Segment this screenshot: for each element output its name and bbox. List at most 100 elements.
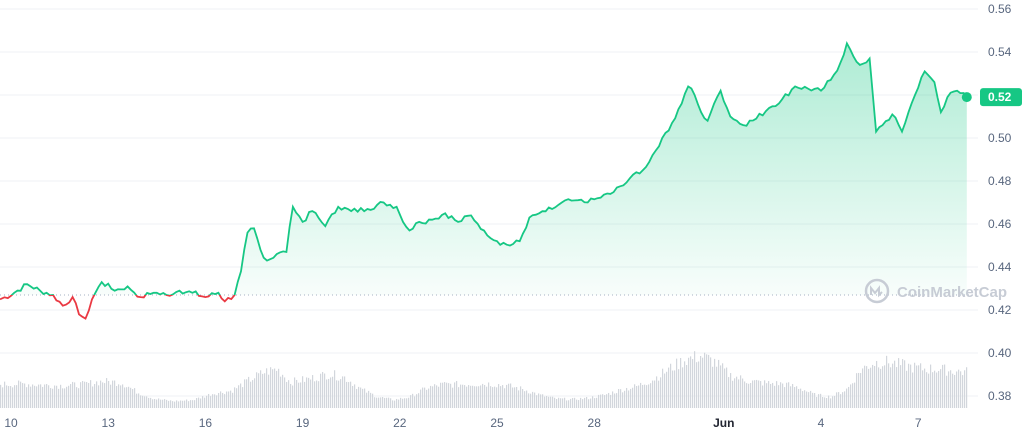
volume-bar <box>860 373 862 408</box>
x-axis: 10 13 16 19 22 25 28 Jun 4 7 <box>4 416 922 430</box>
volume-bar <box>786 382 788 408</box>
volume-bar <box>674 370 676 408</box>
volume-bar <box>478 386 480 408</box>
volume-bar <box>430 385 432 408</box>
volume-bar <box>794 387 796 408</box>
volume-bar <box>218 392 220 408</box>
volume-bar <box>962 375 964 408</box>
volume-bar <box>166 399 168 408</box>
volume-bar <box>50 388 52 408</box>
volume-bar <box>368 390 370 408</box>
volume-bar <box>160 399 162 408</box>
volume-bar <box>338 380 340 408</box>
volume-bar <box>534 392 536 408</box>
volume-bar <box>802 391 804 408</box>
volume-bar <box>4 381 6 408</box>
volume-bar <box>34 385 36 408</box>
volume-bar <box>760 381 762 408</box>
x-tick-label: 10 <box>4 416 18 430</box>
volume-bar <box>406 398 408 408</box>
volume-bar <box>344 376 346 408</box>
volume-bar <box>92 386 94 408</box>
volume-bar <box>220 391 222 408</box>
volume-bar <box>134 388 136 408</box>
volume-bar <box>258 373 260 408</box>
volume-bar <box>770 383 772 408</box>
volume-bar <box>116 386 118 408</box>
volume-bar <box>654 380 656 408</box>
volume-bar <box>484 384 486 408</box>
volume-bar <box>728 377 730 408</box>
volume-bar <box>472 385 474 408</box>
volume-bar <box>906 370 908 408</box>
volume-bar <box>814 393 816 408</box>
volume-bar <box>678 369 680 408</box>
volume-bar <box>942 364 944 408</box>
volume-bar <box>518 390 520 408</box>
volume-bar <box>18 380 20 408</box>
volume-bar <box>180 400 182 408</box>
current-price-label: 0.52 <box>988 90 1012 104</box>
volume-bar <box>626 387 628 408</box>
volume-bar <box>2 387 4 408</box>
volume-bar <box>746 383 748 408</box>
volume-bar <box>856 373 858 408</box>
volume-bar <box>376 397 378 408</box>
watermark-text: CoinMarketCap <box>897 284 1007 301</box>
volume-bar <box>806 391 808 408</box>
volume-bar <box>772 382 774 408</box>
volume-bar <box>350 381 352 408</box>
volume-bar <box>610 394 612 408</box>
volume-bar <box>384 397 386 408</box>
volume-bar <box>330 377 332 408</box>
volume-bar <box>342 376 344 408</box>
volume-bar <box>196 398 198 408</box>
volume-bar <box>14 385 16 408</box>
volume-bar <box>370 392 372 408</box>
volume-bar <box>872 364 874 408</box>
volume-bar <box>946 375 948 408</box>
volume-bar <box>536 395 538 408</box>
volume-bar <box>884 365 886 408</box>
volume-bar <box>392 400 394 408</box>
volume-bar <box>56 385 58 408</box>
volume-bar <box>412 393 414 408</box>
volume-bar <box>826 397 828 408</box>
volume-bar <box>904 360 906 408</box>
volume-bar <box>408 397 410 408</box>
volume-bar <box>238 385 240 408</box>
y-tick-label: 0.50 <box>988 131 1012 145</box>
volume-bar <box>726 367 728 408</box>
volume-bar <box>930 364 932 408</box>
volume-bar <box>100 380 102 408</box>
volume-bar <box>446 382 448 408</box>
volume-bar <box>596 397 598 408</box>
volume-bar <box>20 381 22 408</box>
volume-bar <box>778 385 780 408</box>
volume-bar <box>260 370 262 408</box>
volume-bar <box>360 387 362 408</box>
volume-bar <box>648 384 650 408</box>
volume-bar <box>566 400 568 408</box>
volume-bar <box>256 372 258 408</box>
volume-bar <box>736 376 738 408</box>
volume-bar <box>586 396 588 408</box>
volume-bar <box>144 396 146 408</box>
volume-bar <box>924 368 926 408</box>
volume-bar <box>454 382 456 408</box>
volume-bar <box>846 388 848 408</box>
volume-bar <box>482 383 484 408</box>
volume-bar <box>498 384 500 408</box>
volume-bar <box>24 383 26 408</box>
current-price-badge <box>980 88 1022 107</box>
volume-bar <box>318 381 320 408</box>
volume-bar <box>718 359 720 408</box>
volume-bar <box>966 367 968 408</box>
volume-bar <box>80 382 82 408</box>
volume-bar <box>704 352 706 408</box>
x-tick-label: 16 <box>199 416 213 430</box>
volume-bar <box>288 380 290 408</box>
volume-bar <box>530 393 532 408</box>
volume-bar <box>204 397 206 408</box>
